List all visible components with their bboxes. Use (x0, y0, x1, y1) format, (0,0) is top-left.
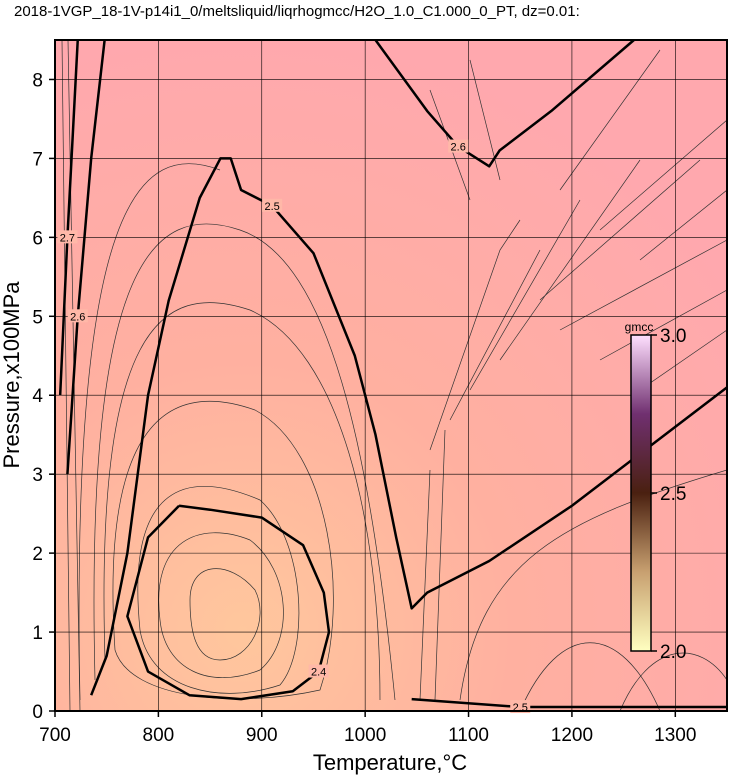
x-tick-label: 1200 (551, 725, 593, 746)
contour-label-bg (57, 230, 78, 244)
contour-line (66, 39, 106, 475)
x-tick-label: 1000 (344, 725, 386, 746)
y-tick-label: 5 (32, 307, 43, 328)
contour-line (126, 504, 331, 701)
contour-label: 2.6 (70, 311, 85, 323)
colorbar-tick-label: 2.0 (660, 642, 686, 663)
contour-label-bg (262, 198, 283, 212)
colorbar-tick-label: 3.0 (660, 326, 686, 347)
y-tick-label: 2 (32, 544, 43, 565)
y-tick-label: 1 (32, 623, 43, 644)
plot-frame (54, 39, 728, 712)
y-tick-label: 3 (32, 465, 43, 486)
x-tick-label: 1300 (654, 725, 696, 746)
y-tick-label: 0 (32, 702, 43, 723)
contour-label: 2.4 (311, 667, 326, 679)
chart-title: 2018-1VGP_18-1V-p14i1_0/meltsliquid/liqr… (14, 3, 580, 20)
y-tick-label: 4 (32, 386, 43, 407)
contour-label-bg (510, 700, 531, 714)
colorbar-tick-label: 2.5 (660, 484, 686, 505)
y-axis-label: Pressure,x100MPa (0, 281, 24, 469)
y-tick-label: 8 (32, 70, 43, 91)
x-tick-label: 800 (143, 725, 175, 746)
contour-label: 2.5 (513, 702, 528, 714)
contour-label-bg (67, 309, 88, 323)
plot-background (55, 40, 727, 711)
x-tick-label: 1100 (448, 725, 489, 746)
contour-label-bg (308, 664, 329, 678)
contour-label: 2.6 (451, 142, 466, 154)
colorbar (630, 334, 652, 652)
x-tick-label: 900 (246, 725, 278, 746)
contour-line (90, 157, 728, 696)
x-axis-label: Temperature,°C (313, 750, 467, 775)
x-tick-label: 700 (39, 725, 71, 746)
y-tick-label: 6 (32, 228, 43, 249)
contour-line (374, 39, 635, 168)
colorbar-label: gmcc (625, 320, 654, 334)
y-tick-label: 7 (32, 149, 43, 170)
contour-label-bg (448, 139, 469, 153)
contour-label: 2.5 (264, 201, 279, 213)
minor-contours (61, 40, 727, 711)
contour-label: 2.7 (60, 232, 75, 244)
